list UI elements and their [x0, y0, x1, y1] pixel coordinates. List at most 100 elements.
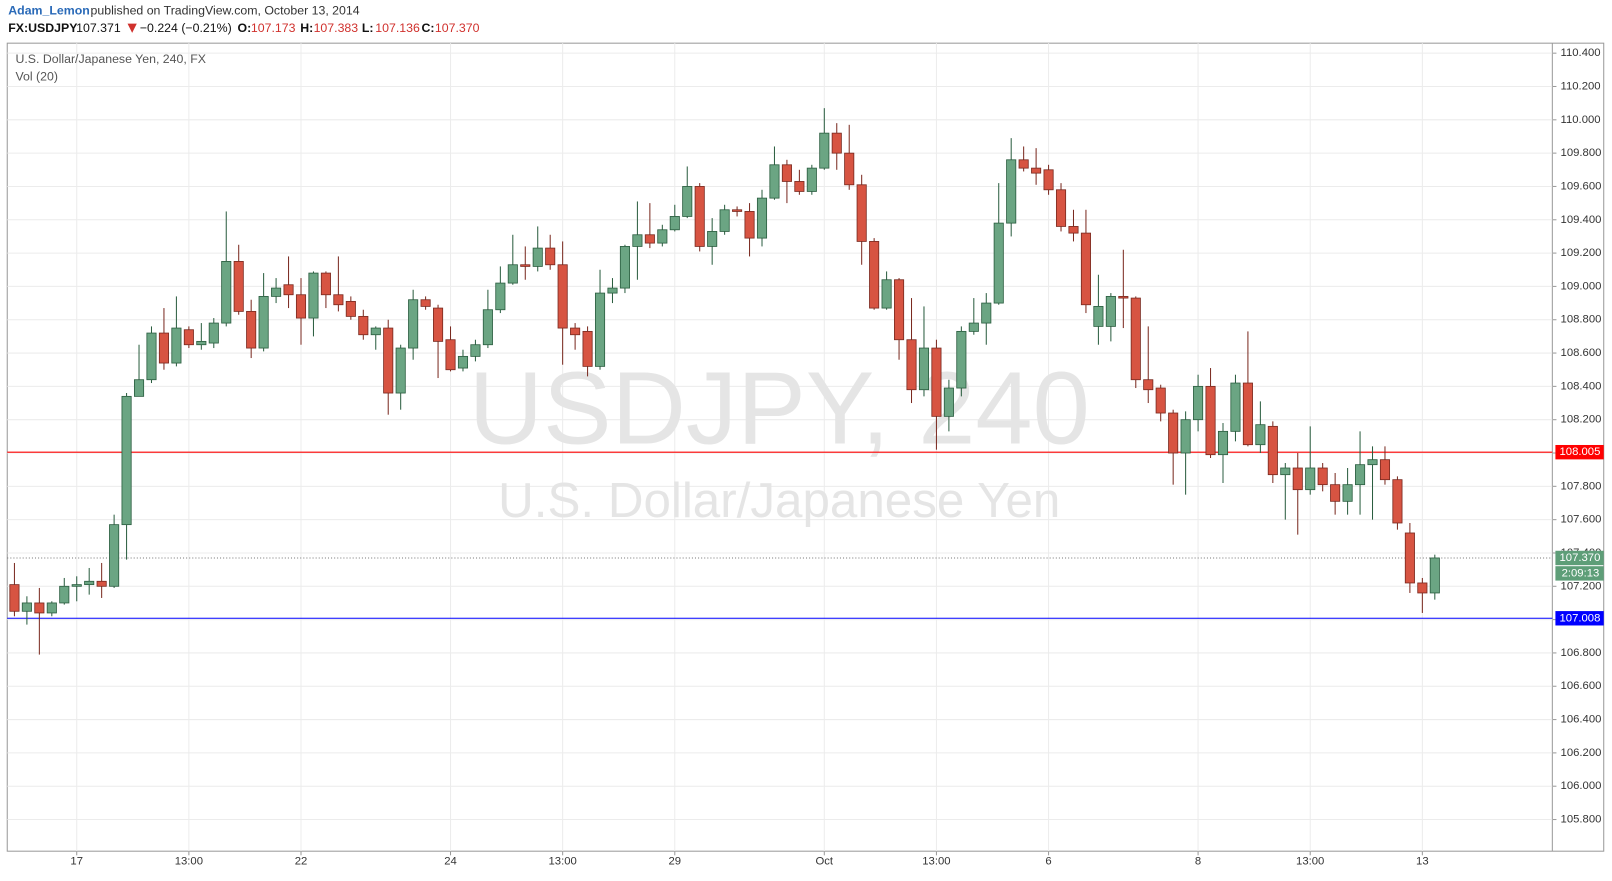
candle-body: [582, 330, 593, 367]
indicator-label: Vol (20): [15, 69, 58, 83]
candle-body: [1342, 484, 1353, 502]
candle-body: [869, 241, 880, 309]
candle-body: [1367, 459, 1378, 466]
candle-body: [482, 309, 493, 346]
y-tick-label: 107.800: [1561, 480, 1602, 492]
candle-body: [133, 379, 145, 397]
candle-body: [358, 315, 369, 336]
price-lines: [7, 451, 1553, 619]
candle-body: [1292, 467, 1303, 491]
y-tick-label: 109.200: [1561, 247, 1602, 259]
candle-body: [806, 167, 817, 192]
candle-body: [794, 181, 805, 192]
candle-body: [831, 132, 842, 154]
y-tick-label: 105.800: [1561, 814, 1602, 826]
candle-body: [271, 287, 282, 297]
candle-body: [196, 340, 207, 346]
y-tick-label: 106.800: [1561, 647, 1602, 659]
x-tick-label: 17: [70, 855, 83, 867]
candle-body: [59, 585, 70, 604]
candle-body: [956, 330, 967, 389]
grid: [7, 43, 1553, 852]
candle-body: [1130, 297, 1141, 381]
candle-body: [1379, 459, 1391, 481]
candle-body: [1242, 382, 1253, 446]
candle-body: [557, 264, 568, 329]
y-tick-label: 110.200: [1561, 80, 1601, 92]
x-tick-label: 6: [1045, 855, 1051, 867]
candle-body: [1168, 412, 1179, 454]
candle-body: [1143, 379, 1154, 391]
x-tick-label: 24: [444, 855, 457, 867]
published-note: published on TradingView.com, October 13…: [91, 4, 360, 18]
candle-body: [1305, 467, 1316, 491]
candle-body: [781, 164, 792, 182]
candle-body: [457, 355, 469, 369]
candle-body: [395, 347, 406, 394]
candle-body: [171, 327, 182, 364]
candle-body: [856, 184, 867, 242]
candle-body: [1280, 467, 1291, 476]
candle-body: [1018, 159, 1029, 169]
candle-body: [9, 584, 20, 612]
y-tick-label: 110.400: [1561, 47, 1601, 59]
x-tick-label: 8: [1195, 855, 1201, 867]
countdown: 2:09:13: [1562, 567, 1600, 579]
candle-body: [233, 261, 244, 312]
candle-body: [594, 292, 606, 367]
candle-body: [1205, 385, 1216, 456]
y-tick-label: 106.400: [1561, 714, 1602, 726]
candle-body: [1105, 295, 1116, 327]
author-link[interactable]: Adam_Lemon: [8, 4, 90, 18]
price-line-label: 107.370: [1560, 552, 1601, 564]
candle-body: [993, 222, 1004, 304]
candle-body: [1006, 159, 1017, 224]
candle-body: [283, 284, 294, 296]
y-tick-label: 108.800: [1561, 314, 1602, 326]
x-tick-label: 29: [668, 855, 681, 867]
x-tick-label: 22: [295, 855, 308, 867]
candle-body: [918, 347, 930, 391]
candle-body: [370, 327, 381, 336]
price-line-tag: [1555, 550, 1604, 566]
candle-body: [1031, 167, 1042, 174]
y-tick-label: 106.600: [1561, 680, 1602, 692]
candle-body: [1417, 582, 1428, 594]
candle-body: [694, 186, 705, 247]
candle-body: [894, 279, 905, 341]
y-tick-label: 109.800: [1561, 147, 1602, 159]
y-tick-label: 110.000: [1561, 114, 1601, 126]
candle-body: [657, 229, 668, 244]
watermark-name: U.S. Dollar/Japanese Yen: [498, 473, 1060, 528]
candle-body: [84, 580, 95, 586]
candle-body: [756, 197, 768, 239]
candle-body: [707, 231, 718, 247]
candle-body: [21, 602, 32, 612]
candle-body: [881, 279, 892, 309]
candle-body: [246, 310, 257, 349]
candle-body: [1043, 169, 1054, 191]
candle-body: [507, 264, 518, 284]
candle-body: [520, 264, 531, 267]
y-tick-label: 109.600: [1561, 180, 1602, 192]
x-tick-label: 13: [1416, 855, 1429, 867]
x-tick-label: 13:00: [175, 855, 203, 867]
candle-body: [819, 132, 830, 169]
candle-body: [1392, 479, 1403, 524]
ohlc-key: L:: [362, 21, 374, 35]
candle-body: [981, 302, 992, 324]
candle-body: [1080, 232, 1091, 306]
y-tick-label: 107.200: [1561, 580, 1602, 592]
candle-body: [258, 295, 269, 349]
x-tick-label: 13:00: [549, 855, 577, 867]
ohlc-value: 107.370: [435, 21, 480, 35]
price-line-tag: [1555, 611, 1604, 626]
y-tick-label: 106.000: [1561, 780, 1602, 792]
candle-body: [769, 164, 780, 199]
candle-body: [669, 216, 680, 231]
y-tick-label: 106.200: [1561, 747, 1602, 759]
x-tick-label: Oct: [816, 855, 834, 867]
ohlc-value: 107.173: [251, 21, 296, 35]
chart-title: U.S. Dollar/Japanese Yen, 240, FX: [15, 52, 206, 66]
candle-body: [1230, 382, 1241, 432]
